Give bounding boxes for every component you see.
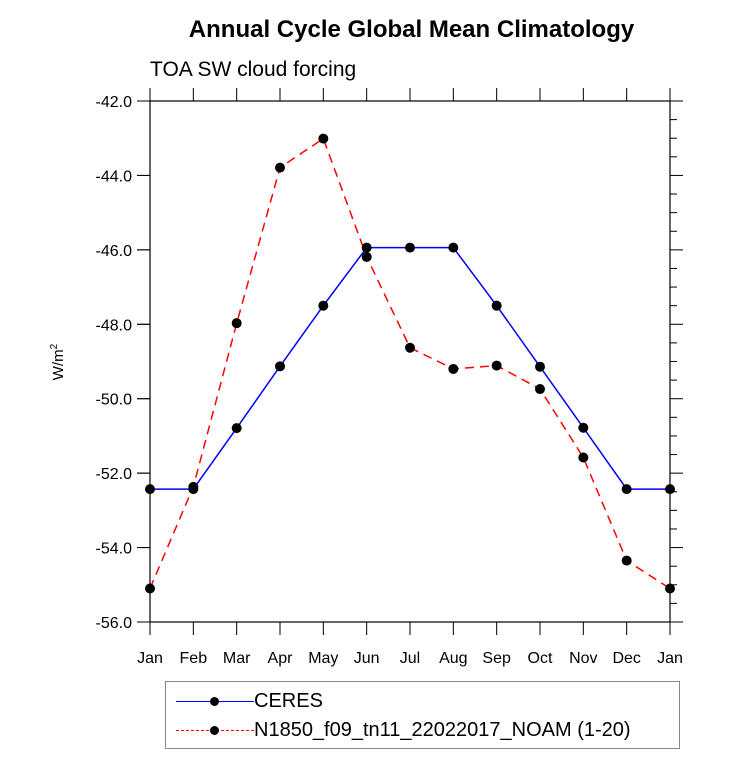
y-tick-label: -50.0: [96, 392, 133, 409]
data-point-1-5: [361, 251, 372, 262]
x-tick-label: Dec: [612, 650, 640, 667]
legend-item-model: N1850_f09_tn11_22022017_NOAM (1-20): [166, 719, 679, 745]
y-tick-label: -56.0: [96, 615, 133, 632]
data-point-0-10: [578, 422, 589, 433]
data-point-0-3: [275, 361, 285, 372]
data-point-1-11: [621, 555, 632, 566]
data-point-1-10: [578, 452, 589, 463]
chart-subtitle: TOA SW cloud forcing: [150, 58, 357, 81]
series-line-0: [150, 246, 670, 490]
axes: -42.0 -44.0 -46.0 -48.0 -50.0 -52.0 -54.0 -56.0…: [96, 88, 683, 667]
data-point-0-5: [361, 242, 372, 253]
marker-layer: [145, 133, 675, 594]
data-point-1-1: [188, 481, 199, 492]
legend: CERES N1850_f09_tn11_22022017_NOAM (1-20…: [165, 681, 680, 749]
data-point-1-2: [231, 318, 242, 329]
data-point-1-6: [405, 342, 415, 353]
data-point-1-4: [318, 133, 329, 144]
legend-label-model: N1850_f09_tn11_22022017_NOAM (1-20): [254, 719, 631, 741]
legend-item-ceres: CERES: [166, 690, 679, 716]
y-tick-label: -42.0: [96, 94, 133, 111]
data-point-1-12: [665, 583, 675, 594]
x-tick-label: May: [308, 650, 338, 667]
data-point-0-0: [145, 484, 155, 495]
y-tick-label: -48.0: [96, 317, 133, 334]
data-point-0-11: [621, 484, 632, 495]
y-tick-label: -54.0: [96, 541, 133, 558]
chart: -42.0 -44.0 -46.0 -48.0 -50.0 -52.0 -54.0 -56.0…: [49, 88, 683, 667]
y-axis-label: W/m2: [49, 343, 67, 380]
data-point-1-9: [535, 384, 545, 395]
series-line-1: [149, 137, 671, 590]
x-tick-label: Nov: [569, 650, 597, 667]
data-point-1-7: [448, 363, 459, 374]
y-tick-label: -46.0: [96, 243, 133, 260]
series-layer: [149, 137, 671, 590]
data-point-1-0: [145, 583, 155, 594]
data-point-0-6: [405, 242, 415, 253]
data-point-0-2: [231, 423, 242, 434]
data-point-0-4: [318, 300, 329, 311]
legend-marker-model: [210, 726, 219, 735]
legend-label-ceres: CERES: [254, 690, 323, 712]
data-point-0-9: [535, 361, 545, 372]
x-tick-label: Jan: [137, 650, 163, 667]
y-tick-label: -44.0: [96, 168, 133, 185]
x-tick-label: Aug: [439, 650, 467, 667]
x-tick-label: Jan: [657, 650, 683, 667]
x-tick-label: Jun: [354, 650, 380, 667]
x-tick-label: Mar: [223, 650, 251, 667]
x-tick-label: Sep: [482, 650, 511, 667]
chart-title: Annual Cycle Global Mean Climatology: [188, 16, 635, 43]
x-tick-label: Feb: [180, 650, 208, 667]
y-tick-label: -52.0: [96, 466, 133, 483]
data-point-0-7: [448, 242, 459, 253]
x-tick-label: Oct: [528, 650, 553, 667]
plot-frame: [149, 100, 671, 623]
data-point-1-8: [491, 360, 502, 371]
x-tick-label: Jul: [400, 650, 420, 667]
data-point-0-8: [491, 300, 502, 311]
x-tick-label: Apr: [268, 650, 294, 667]
legend-marker-ceres: [210, 697, 219, 706]
data-point-0-12: [665, 484, 675, 495]
data-point-1-3: [275, 162, 285, 173]
